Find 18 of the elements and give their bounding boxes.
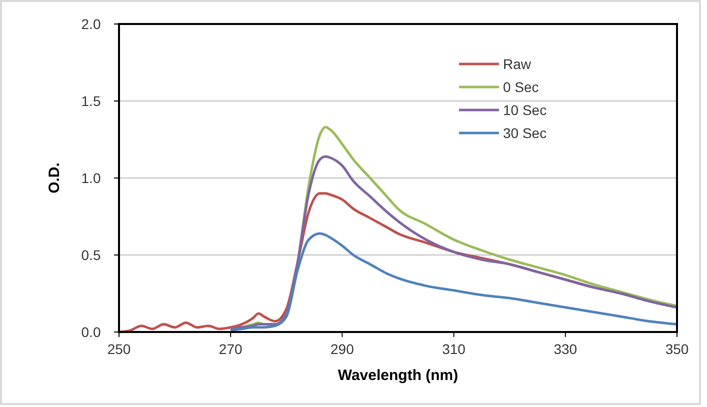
x-tick-label: 330 bbox=[554, 341, 578, 357]
legend-label: 10 Sec bbox=[503, 102, 547, 118]
x-axis-title: Wavelength (nm) bbox=[338, 367, 458, 384]
legend-label: 30 Sec bbox=[503, 125, 547, 141]
y-tick-label: 0.5 bbox=[81, 247, 101, 263]
line-series bbox=[229, 232, 678, 332]
legend-label: 0 Sec bbox=[503, 79, 539, 95]
y-tick-label: 1.0 bbox=[81, 170, 101, 186]
y-tick-label: 2.0 bbox=[81, 16, 101, 32]
x-tick-label: 250 bbox=[107, 341, 131, 357]
x-tick-label: 350 bbox=[665, 341, 689, 357]
x-tick-label: 310 bbox=[442, 341, 466, 357]
legend-label: Raw bbox=[503, 56, 532, 72]
x-tick-label: 270 bbox=[218, 341, 242, 357]
y-tick-label: 0.0 bbox=[81, 324, 101, 340]
y-tick-label: 1.5 bbox=[81, 93, 101, 109]
y-axis-title: O.D. bbox=[46, 162, 63, 194]
x-tick-label: 290 bbox=[330, 341, 354, 357]
